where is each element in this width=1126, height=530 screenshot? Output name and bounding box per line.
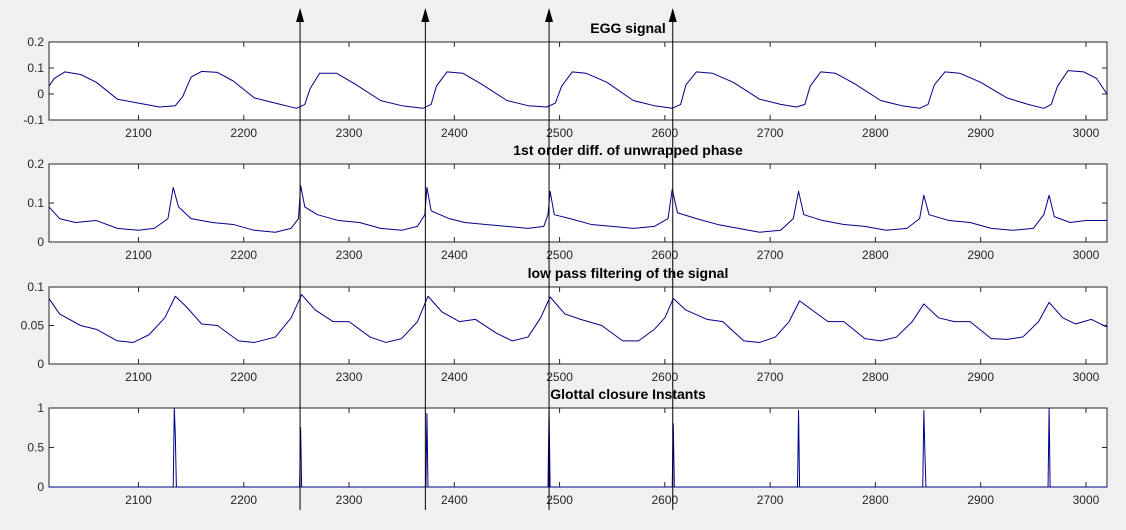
gci-marker: [668, 8, 677, 510]
gci-marker: [296, 8, 305, 510]
y-tick-label: 0: [37, 480, 44, 494]
x-tick-label: 3000: [1073, 493, 1100, 507]
series-line: [49, 407, 1107, 488]
x-tick-label: 2200: [230, 493, 257, 507]
x-tick-label: 2600: [651, 126, 678, 140]
series-line: [48, 70, 1108, 109]
gci-marker: [421, 8, 430, 510]
series-line: [48, 184, 1107, 233]
y-tick-label: 0.1: [27, 196, 44, 210]
x-tick-label: 2900: [967, 370, 994, 384]
y-tick-label: 0.05: [21, 319, 45, 333]
x-tick-label: 2400: [441, 370, 468, 384]
x-tick-label: 2700: [757, 126, 784, 140]
x-tick-label: 2100: [125, 126, 152, 140]
x-tick-label: 2500: [546, 248, 573, 262]
x-tick-label: 2600: [651, 370, 678, 384]
subplot-4: Glottal closure Instants 2100 2200 2300 2400…: [27, 386, 1108, 507]
x-tick-label: 2400: [441, 126, 468, 140]
x-tick-label: 2300: [336, 493, 363, 507]
x-tick-label: 2700: [757, 248, 784, 262]
axes-box: [48, 163, 1108, 243]
axes-box: [48, 407, 1108, 488]
subplot-3: low pass filtering of the signal 2100 2200…: [21, 265, 1108, 384]
y-tick-label: 0: [37, 87, 44, 101]
axes-box: [48, 286, 1108, 365]
gci-arrowhead: [545, 8, 554, 22]
x-tick-label: 2300: [336, 126, 363, 140]
y-tick-label: 0: [37, 235, 44, 249]
y-tick-label: 0.1: [27, 61, 44, 75]
x-tick-label: 2900: [967, 493, 994, 507]
y-tick-label: 0: [37, 357, 44, 371]
gci-marker-arrows: [296, 8, 677, 510]
subplot-2: 1st order diff. of unwrapped phase 2100 22…: [27, 142, 1108, 262]
y-tick-label: 0.1: [27, 280, 44, 294]
x-tick-label: 2800: [862, 370, 889, 384]
x-tick-label: 2400: [441, 493, 468, 507]
y-tick-label: 0.2: [27, 157, 44, 171]
x-tick-label: 2400: [441, 248, 468, 262]
x-tick-label: 2100: [125, 248, 152, 262]
y-tick-label: 0.2: [27, 35, 44, 49]
x-tick-label: 2100: [125, 493, 152, 507]
x-tick-label: 2900: [967, 126, 994, 140]
y-tick-label: 0.5: [27, 441, 44, 455]
subplot-stack: EGG signal 2100 2200 2300 2400 2500 2600 2700 28…: [21, 20, 1108, 507]
gci-marker: [545, 8, 554, 510]
subplot-title: EGG signal: [590, 20, 665, 36]
x-tick-label: 2300: [336, 370, 363, 384]
gci-arrowhead: [668, 8, 677, 22]
gci-arrowhead: [296, 8, 305, 22]
x-tick-label: 2500: [546, 126, 573, 140]
gci-arrowhead: [421, 8, 430, 22]
x-tick-label: 2100: [125, 370, 152, 384]
x-tick-label: 2200: [230, 370, 257, 384]
subplot-1: EGG signal 2100 2200 2300 2400 2500 2600 2700 28…: [23, 20, 1108, 140]
x-tick-label: 2700: [757, 493, 784, 507]
x-tick-label: 2200: [230, 126, 257, 140]
x-tick-label: 2600: [651, 248, 678, 262]
series-line: [48, 294, 1108, 343]
x-tick-label: 2900: [967, 248, 994, 262]
x-tick-label: 3000: [1073, 126, 1100, 140]
y-tick-label: 1: [37, 401, 44, 415]
x-tick-label: 2500: [546, 370, 573, 384]
x-tick-label: 2600: [651, 493, 678, 507]
subplot-title: low pass filtering of the signal: [528, 265, 729, 281]
axes-box: [48, 41, 1108, 121]
y-tick-label: -0.1: [23, 113, 44, 127]
subplot-title: 1st order diff. of unwrapped phase: [513, 142, 743, 158]
x-tick-label: 2800: [862, 126, 889, 140]
x-tick-label: 2800: [862, 248, 889, 262]
x-tick-label: 3000: [1073, 370, 1100, 384]
x-tick-label: 3000: [1073, 248, 1100, 262]
x-tick-label: 2700: [757, 370, 784, 384]
x-tick-label: 2800: [862, 493, 889, 507]
x-tick-label: 2500: [546, 493, 573, 507]
x-tick-label: 2300: [336, 248, 363, 262]
subplot-title: Glottal closure Instants: [550, 386, 706, 402]
x-tick-label: 2200: [230, 248, 257, 262]
